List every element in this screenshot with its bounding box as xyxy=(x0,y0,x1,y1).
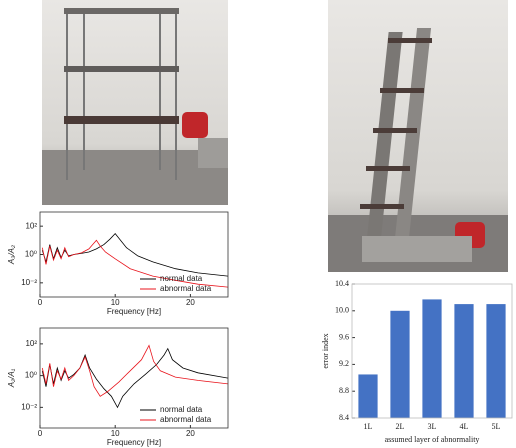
x-tick-label: 3L xyxy=(428,422,437,431)
series-line xyxy=(41,232,228,277)
x-axis-label: assumed layer of abnormality xyxy=(385,435,480,444)
x-tick-label: 10 xyxy=(111,298,120,307)
y-tick-label: 10.4 xyxy=(335,279,349,288)
x-axis-label: Frequency [Hz] xyxy=(107,438,161,447)
y-axis-label: error index xyxy=(321,333,330,368)
x-tick-label: 20 xyxy=(186,298,195,307)
x-tick-label: 0 xyxy=(38,429,43,438)
bar xyxy=(422,299,442,418)
bar xyxy=(358,374,378,418)
series-line xyxy=(41,344,228,397)
y-tick-label: 10⁻² xyxy=(21,402,37,411)
legend-label: normal data xyxy=(160,405,203,414)
x-axis-label: Frequency [Hz] xyxy=(107,307,161,316)
y-tick-label: 9.6 xyxy=(339,332,349,341)
photo-frame-structure xyxy=(42,0,228,205)
x-tick-label: 5L xyxy=(492,422,501,431)
chart-bar: 8.4 8.8 9.2 9.6 10.0 10.4 error index assumed l… xyxy=(321,279,513,444)
x-tick-label: 1L xyxy=(364,422,373,431)
y-tick-label: 10.0 xyxy=(335,306,349,315)
y-tick-label: 8.8 xyxy=(339,386,349,395)
y-tick-label: 10² xyxy=(25,339,37,348)
y-axis-label: A₂/A₁ xyxy=(7,368,16,388)
y-tick-label: 8.4 xyxy=(339,413,349,422)
plot-frame xyxy=(39,211,229,298)
legend-label: abnormal data xyxy=(160,415,212,424)
plot-frame xyxy=(351,283,513,419)
chart-line: 10⁻² 10⁰ 10² A₃/A₂ Frequency [Hz] 0 10 20 normal… xyxy=(7,211,229,316)
x-tick-label: 2L xyxy=(396,422,405,431)
y-tick-label: 10⁰ xyxy=(25,371,37,380)
y-tick-label: 10⁻² xyxy=(21,278,37,287)
x-tick-label: 4L xyxy=(460,422,469,431)
y-axis-label: A₃/A₂ xyxy=(7,245,16,265)
bar xyxy=(454,304,474,418)
x-tick-label: 0 xyxy=(38,298,43,307)
plot-frame xyxy=(39,327,229,429)
legend-label: normal data xyxy=(160,274,203,283)
bar xyxy=(486,304,506,418)
series-line xyxy=(41,239,228,288)
photo-tall-structure xyxy=(328,0,508,272)
x-tick-label: 20 xyxy=(186,429,195,438)
y-tick-label: 10⁰ xyxy=(25,250,37,259)
chart-line: 10⁻² 10⁰ 10² A₂/A₁ Frequency [Hz] 0 10 20 normal… xyxy=(7,327,229,447)
x-tick-label: 10 xyxy=(111,429,120,438)
series-line xyxy=(41,347,228,409)
y-tick-label: 10² xyxy=(25,221,37,230)
legend-label: abnormal data xyxy=(160,284,212,293)
bar xyxy=(390,310,410,418)
y-tick-label: 9.2 xyxy=(339,359,349,368)
